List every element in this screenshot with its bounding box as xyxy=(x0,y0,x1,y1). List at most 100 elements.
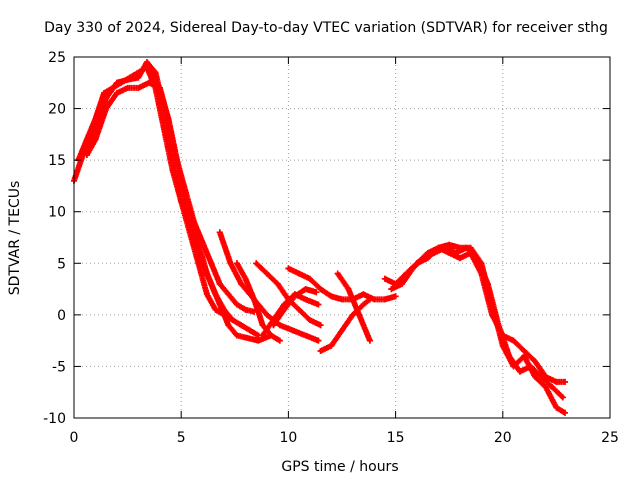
data-point xyxy=(259,332,266,339)
data-point xyxy=(456,255,463,262)
data-point xyxy=(242,306,249,313)
data-point xyxy=(302,286,309,293)
data-point xyxy=(289,327,296,334)
x-axis-label: GPS time / hours xyxy=(281,459,398,475)
data-point xyxy=(521,347,528,354)
data-point xyxy=(208,280,215,287)
data-point xyxy=(276,337,283,344)
data-point xyxy=(253,260,260,267)
data-point xyxy=(334,270,341,277)
data-point xyxy=(549,384,556,391)
data-point xyxy=(360,301,367,308)
data-point xyxy=(225,322,232,329)
data-point xyxy=(317,322,324,329)
y-tick-label: -10 xyxy=(43,411,66,427)
y-tick-label: 5 xyxy=(57,256,66,272)
data-point xyxy=(467,249,474,256)
data-point xyxy=(478,270,485,277)
data-point xyxy=(506,353,513,360)
data-point xyxy=(165,115,172,122)
data-point xyxy=(302,296,309,303)
data-point xyxy=(381,275,388,282)
data-point xyxy=(199,260,206,267)
data-point xyxy=(216,280,223,287)
data-point xyxy=(212,306,219,313)
data-point xyxy=(531,358,538,365)
y-axis-label: SDTVAR / TECUs xyxy=(7,181,23,296)
data-point xyxy=(296,306,303,313)
y-tick-label: 0 xyxy=(57,308,66,324)
data-point xyxy=(259,322,266,329)
series-markers xyxy=(403,244,568,385)
data-point xyxy=(118,79,125,86)
data-point xyxy=(227,260,234,267)
data-point xyxy=(203,291,210,298)
data-point xyxy=(345,286,352,293)
data-point xyxy=(225,291,232,298)
data-point xyxy=(388,286,395,293)
series-track-3 xyxy=(83,79,275,344)
data-point xyxy=(135,84,142,91)
data-point xyxy=(246,327,253,334)
data-point xyxy=(92,115,99,122)
tick-layer: -10 -5 0 5 10 15 20 25 0 5 10 15 20 25 xyxy=(43,50,619,446)
data-point xyxy=(435,244,442,251)
data-point xyxy=(143,59,150,66)
data-point xyxy=(315,337,322,344)
series-track-9 xyxy=(270,286,320,329)
data-point xyxy=(238,322,245,329)
data-point xyxy=(103,105,110,112)
data-point xyxy=(208,260,215,267)
data-point xyxy=(527,363,534,370)
data-point xyxy=(315,301,322,308)
data-point xyxy=(403,270,410,277)
data-point xyxy=(489,311,496,318)
series-track-12 xyxy=(334,270,373,344)
data-point xyxy=(302,332,309,339)
x-tick-label: 20 xyxy=(494,430,512,446)
data-point xyxy=(182,188,189,195)
data-point xyxy=(242,275,249,282)
data-point xyxy=(274,280,281,287)
data-point xyxy=(499,332,506,339)
data-point xyxy=(216,301,223,308)
data-point xyxy=(339,327,345,334)
data-point xyxy=(356,311,363,318)
data-point xyxy=(156,84,163,91)
data-point xyxy=(531,373,538,380)
series-track-15 xyxy=(403,244,568,385)
x-tick-label: 15 xyxy=(387,430,405,446)
y-tick-label: 20 xyxy=(48,102,66,118)
data-point xyxy=(424,255,431,262)
data-point xyxy=(233,332,240,339)
data-point xyxy=(328,293,335,300)
data-point xyxy=(542,384,549,391)
data-point xyxy=(143,64,150,71)
data-point xyxy=(313,289,320,296)
data-point xyxy=(392,293,399,300)
data-point xyxy=(317,347,324,354)
data-point xyxy=(306,275,313,282)
data-point xyxy=(339,296,345,303)
data-point xyxy=(360,291,367,298)
data-point xyxy=(124,84,131,91)
data-point xyxy=(101,90,108,97)
data-point xyxy=(296,270,303,277)
data-point xyxy=(216,229,223,236)
series-markers xyxy=(83,79,275,344)
data-point xyxy=(559,394,566,401)
data-point xyxy=(83,151,90,158)
y-tick-label: -5 xyxy=(52,359,66,375)
data-point xyxy=(268,332,275,339)
x-tick-label: 25 xyxy=(601,430,619,446)
data-point xyxy=(516,368,523,375)
data-point xyxy=(148,69,155,76)
data-point xyxy=(135,74,142,81)
y-tick-label: 15 xyxy=(48,153,66,169)
data-point xyxy=(399,280,406,287)
data-point xyxy=(109,84,116,91)
data-point xyxy=(463,244,470,251)
data-point xyxy=(276,322,283,329)
data-point xyxy=(263,311,270,318)
